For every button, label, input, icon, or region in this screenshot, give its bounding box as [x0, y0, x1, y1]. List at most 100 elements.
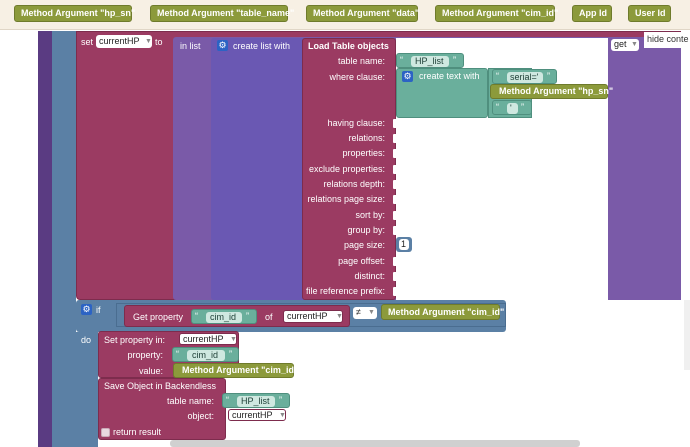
quote-string-block[interactable]: “ ' ”	[492, 100, 532, 115]
property-name-string-block[interactable]: “ cim_id ”	[172, 347, 239, 362]
quote-close-icon: ”	[547, 71, 550, 81]
chevron-down-icon: ▼	[368, 309, 375, 316]
get-block	[608, 38, 681, 300]
quote-open-icon: “	[195, 311, 198, 321]
hide-context-tooltip[interactable]: hide conte	[644, 32, 690, 48]
get-property-block[interactable]: Get property “ cim_id ” of currentHP ▼	[124, 305, 350, 327]
input-socket[interactable]	[393, 180, 399, 189]
table-name-field[interactable]: HP_list	[411, 56, 449, 67]
compare-operator-dropdown[interactable]: ≠ ▼	[353, 307, 377, 319]
page-size-number-block[interactable]: 1	[396, 237, 412, 252]
table-name-string-block[interactable]: “ HP_list ”	[396, 53, 464, 68]
property-field[interactable]: cim_id	[206, 312, 242, 323]
gear-icon[interactable]: ⚙	[402, 71, 413, 82]
get-dropdown[interactable]: get ▼	[611, 39, 639, 51]
string-value: HP_list	[415, 56, 444, 66]
return-result-checkbox[interactable]	[101, 428, 110, 437]
gear-icon[interactable]: ⚙	[217, 40, 228, 51]
chevron-down-icon: ▼	[230, 336, 237, 343]
property-string-block[interactable]: “ cim_id ”	[191, 309, 257, 324]
save-object-block[interactable]	[98, 378, 226, 440]
input-socket[interactable]	[393, 211, 399, 220]
return-result-label: return result	[113, 427, 162, 437]
string-value: serial='	[510, 72, 539, 82]
of-variable-dropdown[interactable]: currentHP ▼	[283, 310, 343, 323]
input-socket[interactable]	[393, 195, 399, 204]
quote-close-icon: ”	[279, 395, 282, 405]
method-arg-hp-sn-block[interactable]: Method Argument "hp_sn"	[490, 84, 613, 99]
quote-open-icon: “	[496, 102, 499, 112]
label-having-clause: having clause:	[327, 118, 385, 128]
serial-field[interactable]: serial='	[507, 72, 543, 83]
loop-block-strip	[52, 31, 76, 447]
create-list-block	[211, 38, 307, 300]
toolbar-label: User Id	[635, 8, 666, 18]
set-property-target-dropdown[interactable]: currentHP ▼	[179, 333, 237, 345]
page-size-field[interactable]: 1	[399, 239, 409, 250]
value-label: value:	[138, 366, 163, 376]
object-variable-dropdown[interactable]: currentHP ▼	[228, 409, 286, 421]
toolbar-method-arg-table-name[interactable]: Method Argument "table_name"	[150, 5, 294, 22]
save-table-field[interactable]: HP_list	[237, 396, 275, 407]
chevron-down-icon: ▼	[279, 412, 286, 419]
string-value: cim_id	[210, 312, 237, 322]
serial-string-block[interactable]: “ serial=' ”	[492, 69, 557, 84]
set-label: set	[81, 37, 94, 47]
label-file-reference-prefix: file reference prefix:	[305, 286, 385, 296]
quote-open-icon: “	[176, 349, 179, 359]
property-name-field[interactable]: cim_id	[187, 350, 225, 361]
toolbar-method-arg-hp-sn[interactable]: Method Argument "hp_sn"	[14, 5, 135, 22]
dropdown-value: currentHP	[183, 334, 224, 344]
set-property-title: Set property in:	[104, 335, 166, 345]
dropdown-value: get	[614, 39, 627, 49]
dropdown-value: currentHP	[99, 36, 140, 46]
value-method-arg-block[interactable]: Method Argument "cim_id"	[173, 363, 298, 378]
toolbar-method-arg-data[interactable]: Method Argument "data"	[306, 5, 420, 22]
input-socket[interactable]	[393, 287, 399, 296]
dropdown-value: ≠	[356, 307, 361, 317]
string-value: cim_id	[192, 350, 219, 360]
label-relations-depth: relations depth:	[323, 179, 385, 189]
number-value: 1	[401, 239, 407, 249]
label-distinct: distinct:	[354, 271, 385, 281]
quote-close-icon: ”	[521, 102, 524, 112]
input-socket[interactable]	[393, 149, 399, 158]
toolbar-label: Method Argument "data"	[313, 8, 420, 18]
quote-close-icon: ”	[246, 311, 249, 321]
chevron-down-icon: ▼	[631, 41, 638, 48]
object-label: object:	[187, 411, 214, 421]
do-label: do	[81, 335, 92, 345]
load-table-title: Load Table objects	[308, 41, 389, 51]
input-socket[interactable]	[393, 257, 399, 266]
toolbar-label: Method Argument "table_name"	[157, 8, 295, 18]
dropdown-value: currentHP	[232, 410, 273, 420]
set-variable-dropdown[interactable]: currentHP ▼	[96, 35, 152, 48]
input-socket[interactable]	[393, 134, 399, 143]
toolbar-user-id[interactable]: User Id	[628, 5, 671, 22]
gear-icon[interactable]: ⚙	[81, 304, 92, 315]
get-property-label: Get property	[133, 312, 184, 322]
method-arg-label: Method Argument "cim_id"	[182, 365, 299, 375]
horizontal-scrollbar[interactable]	[170, 440, 580, 447]
quote-field[interactable]: '	[507, 103, 518, 114]
input-socket[interactable]	[393, 272, 399, 281]
input-socket[interactable]	[393, 165, 399, 174]
label-table-name: table name:	[337, 56, 385, 66]
input-socket[interactable]	[393, 226, 399, 235]
hide-context-label: hide conte	[647, 34, 689, 44]
method-arg-cim-id-block[interactable]: Method Argument "cim_id"	[381, 304, 504, 320]
label-where-clause: where clause:	[329, 72, 385, 82]
input-socket[interactable]	[393, 119, 399, 128]
label-exclude-properties: exclude properties:	[308, 164, 385, 174]
quote-close-icon: ”	[453, 55, 456, 65]
to-label: to	[155, 37, 163, 47]
toolbar-label: Method Argument "cim_id"	[442, 8, 559, 18]
label-page-size: page size:	[343, 240, 385, 250]
outer-block-strip	[38, 31, 52, 447]
label-properties: properties:	[342, 148, 385, 158]
toolbar-app-id[interactable]: App Id	[572, 5, 612, 22]
toolbar-method-arg-cim-id[interactable]: Method Argument "cim_id"	[435, 5, 559, 22]
vertical-scrollbar-marker[interactable]	[684, 300, 690, 370]
save-table-string-block[interactable]: “ HP_list ”	[222, 393, 290, 408]
if-label: if	[96, 305, 101, 315]
